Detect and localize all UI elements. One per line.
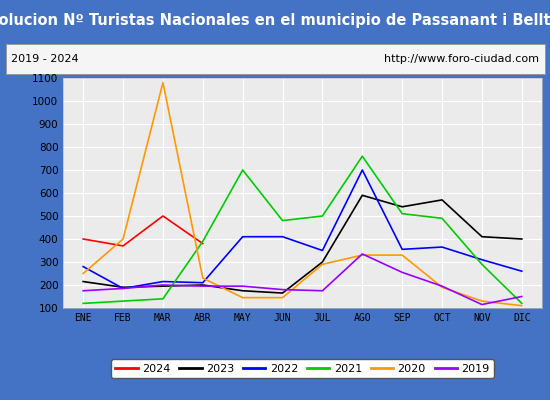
- Legend: 2024, 2023, 2022, 2021, 2020, 2019: 2024, 2023, 2022, 2021, 2020, 2019: [111, 360, 494, 378]
- Text: http://www.foro-ciudad.com: http://www.foro-ciudad.com: [384, 54, 539, 64]
- Text: Evolucion Nº Turistas Nacionales en el municipio de Passanant i Belltall: Evolucion Nº Turistas Nacionales en el m…: [0, 14, 550, 28]
- Text: 2019 - 2024: 2019 - 2024: [11, 54, 79, 64]
